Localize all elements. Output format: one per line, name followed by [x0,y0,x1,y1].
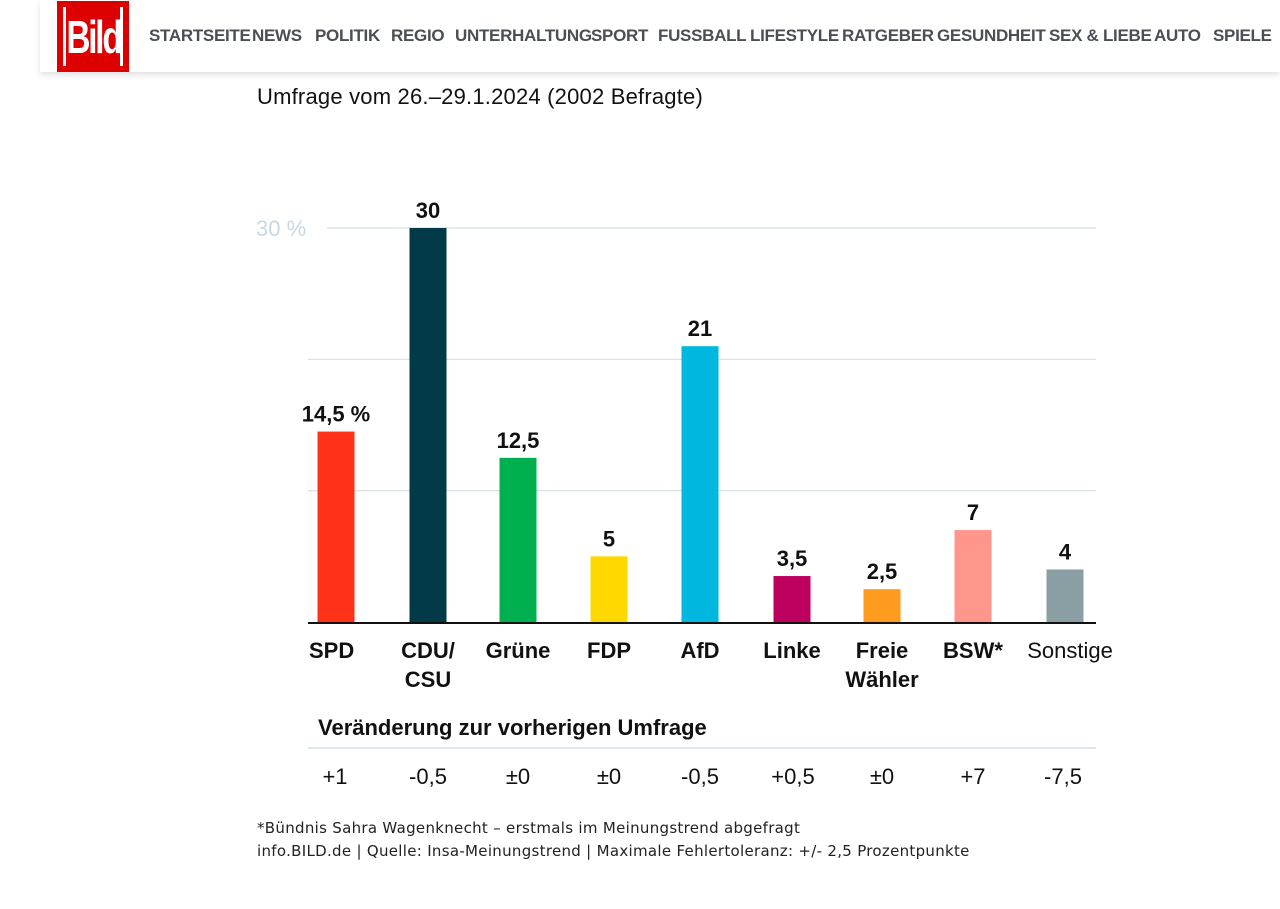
bar-spd [317,431,355,622]
nav-item-sport[interactable]: SPORT [591,26,649,45]
category-label: CSU [405,667,451,692]
bar-fdp [590,556,628,622]
nav-item-ratgeber[interactable]: RATGEBER [842,26,934,45]
nav-item-auto[interactable]: AUTO [1154,26,1201,45]
bar-gr-ne [499,457,537,622]
footnote-bsw: *Bündnis Sahra Wagenknecht – erstmals im… [257,819,801,837]
category-label: FDP [587,638,631,663]
bar-sonstige [1046,569,1084,622]
bar-value-label: 2,5 [867,559,898,584]
y-tick-label-30: 30 % [256,216,306,241]
bild-logo-text: Bild [66,10,122,63]
category-label: BSW* [943,638,1003,663]
change-value: +1 [322,764,347,789]
change-value: ±0 [506,764,530,789]
change-value: -0,5 [409,764,447,789]
nav-item-sex-liebe[interactable]: SEX & LIEBE [1049,26,1152,45]
bar-bsw- [954,530,992,622]
change-section-title: Veränderung zur vorherigen Umfrage [318,715,707,740]
change-value: -7,5 [1044,764,1082,789]
bar-value-label: 12,5 [497,428,540,453]
nav-item-unterhaltung[interactable]: UNTERHALTUNG [455,26,592,45]
bar-value-label: 4 [1059,539,1072,564]
bild-logo[interactable]: Bild [57,1,129,72]
bild-logo-frame: Bild [63,7,123,66]
change-value: -0,5 [681,764,719,789]
category-label: Grüne [486,638,551,663]
bar-value-label: 5 [603,526,615,551]
category-label: Sonstige [1027,638,1113,663]
bar-value-label: 3,5 [777,546,808,571]
nav-item-regio[interactable]: REGIO [391,26,445,45]
category-label: Linke [763,638,820,663]
chart-subtitle: Umfrage vom 26.–29.1.2024 (2002 Befragte… [257,84,704,109]
change-value: +0,5 [771,764,814,789]
nav-item-startseite[interactable]: STARTSEITE [149,26,251,45]
nav-item-news[interactable]: NEWS [252,26,302,45]
bar-linke [773,576,811,622]
nav-item-fussball[interactable]: FUSSBALL [658,26,747,45]
footnote-source: info.BILD.de | Quelle: Insa-Meinungstren… [257,842,970,860]
nav-item-politik[interactable]: POLITIK [315,26,380,45]
site-header: Bild STARTSEITE NEWS POLITIK REGIO UNTERHALT… [40,0,1280,72]
bar-afd [681,346,719,622]
nav-item-spiele[interactable]: SPIELE [1213,26,1272,45]
change-value: ±0 [870,764,894,789]
category-label: Freie [856,638,909,663]
bar-value-label: 21 [688,316,712,341]
category-label: SPD [309,638,354,663]
change-value: ±0 [597,764,621,789]
bar-value-label: 30 [416,198,440,223]
nav-item-lifestyle[interactable]: LIFESTYLE [750,26,839,45]
bar-value-label: 14,5 % [302,402,371,427]
nav-item-gesundheit[interactable]: GESUNDHEIT [937,26,1046,45]
bar-freie-w-hler [863,589,901,622]
category-label: Wähler [845,667,919,692]
bar-value-label: 7 [967,500,979,525]
bar-cdu-csu [409,228,447,622]
category-label: CDU/ [401,638,455,663]
category-label: AfD [680,638,719,663]
change-value: +7 [960,764,985,789]
